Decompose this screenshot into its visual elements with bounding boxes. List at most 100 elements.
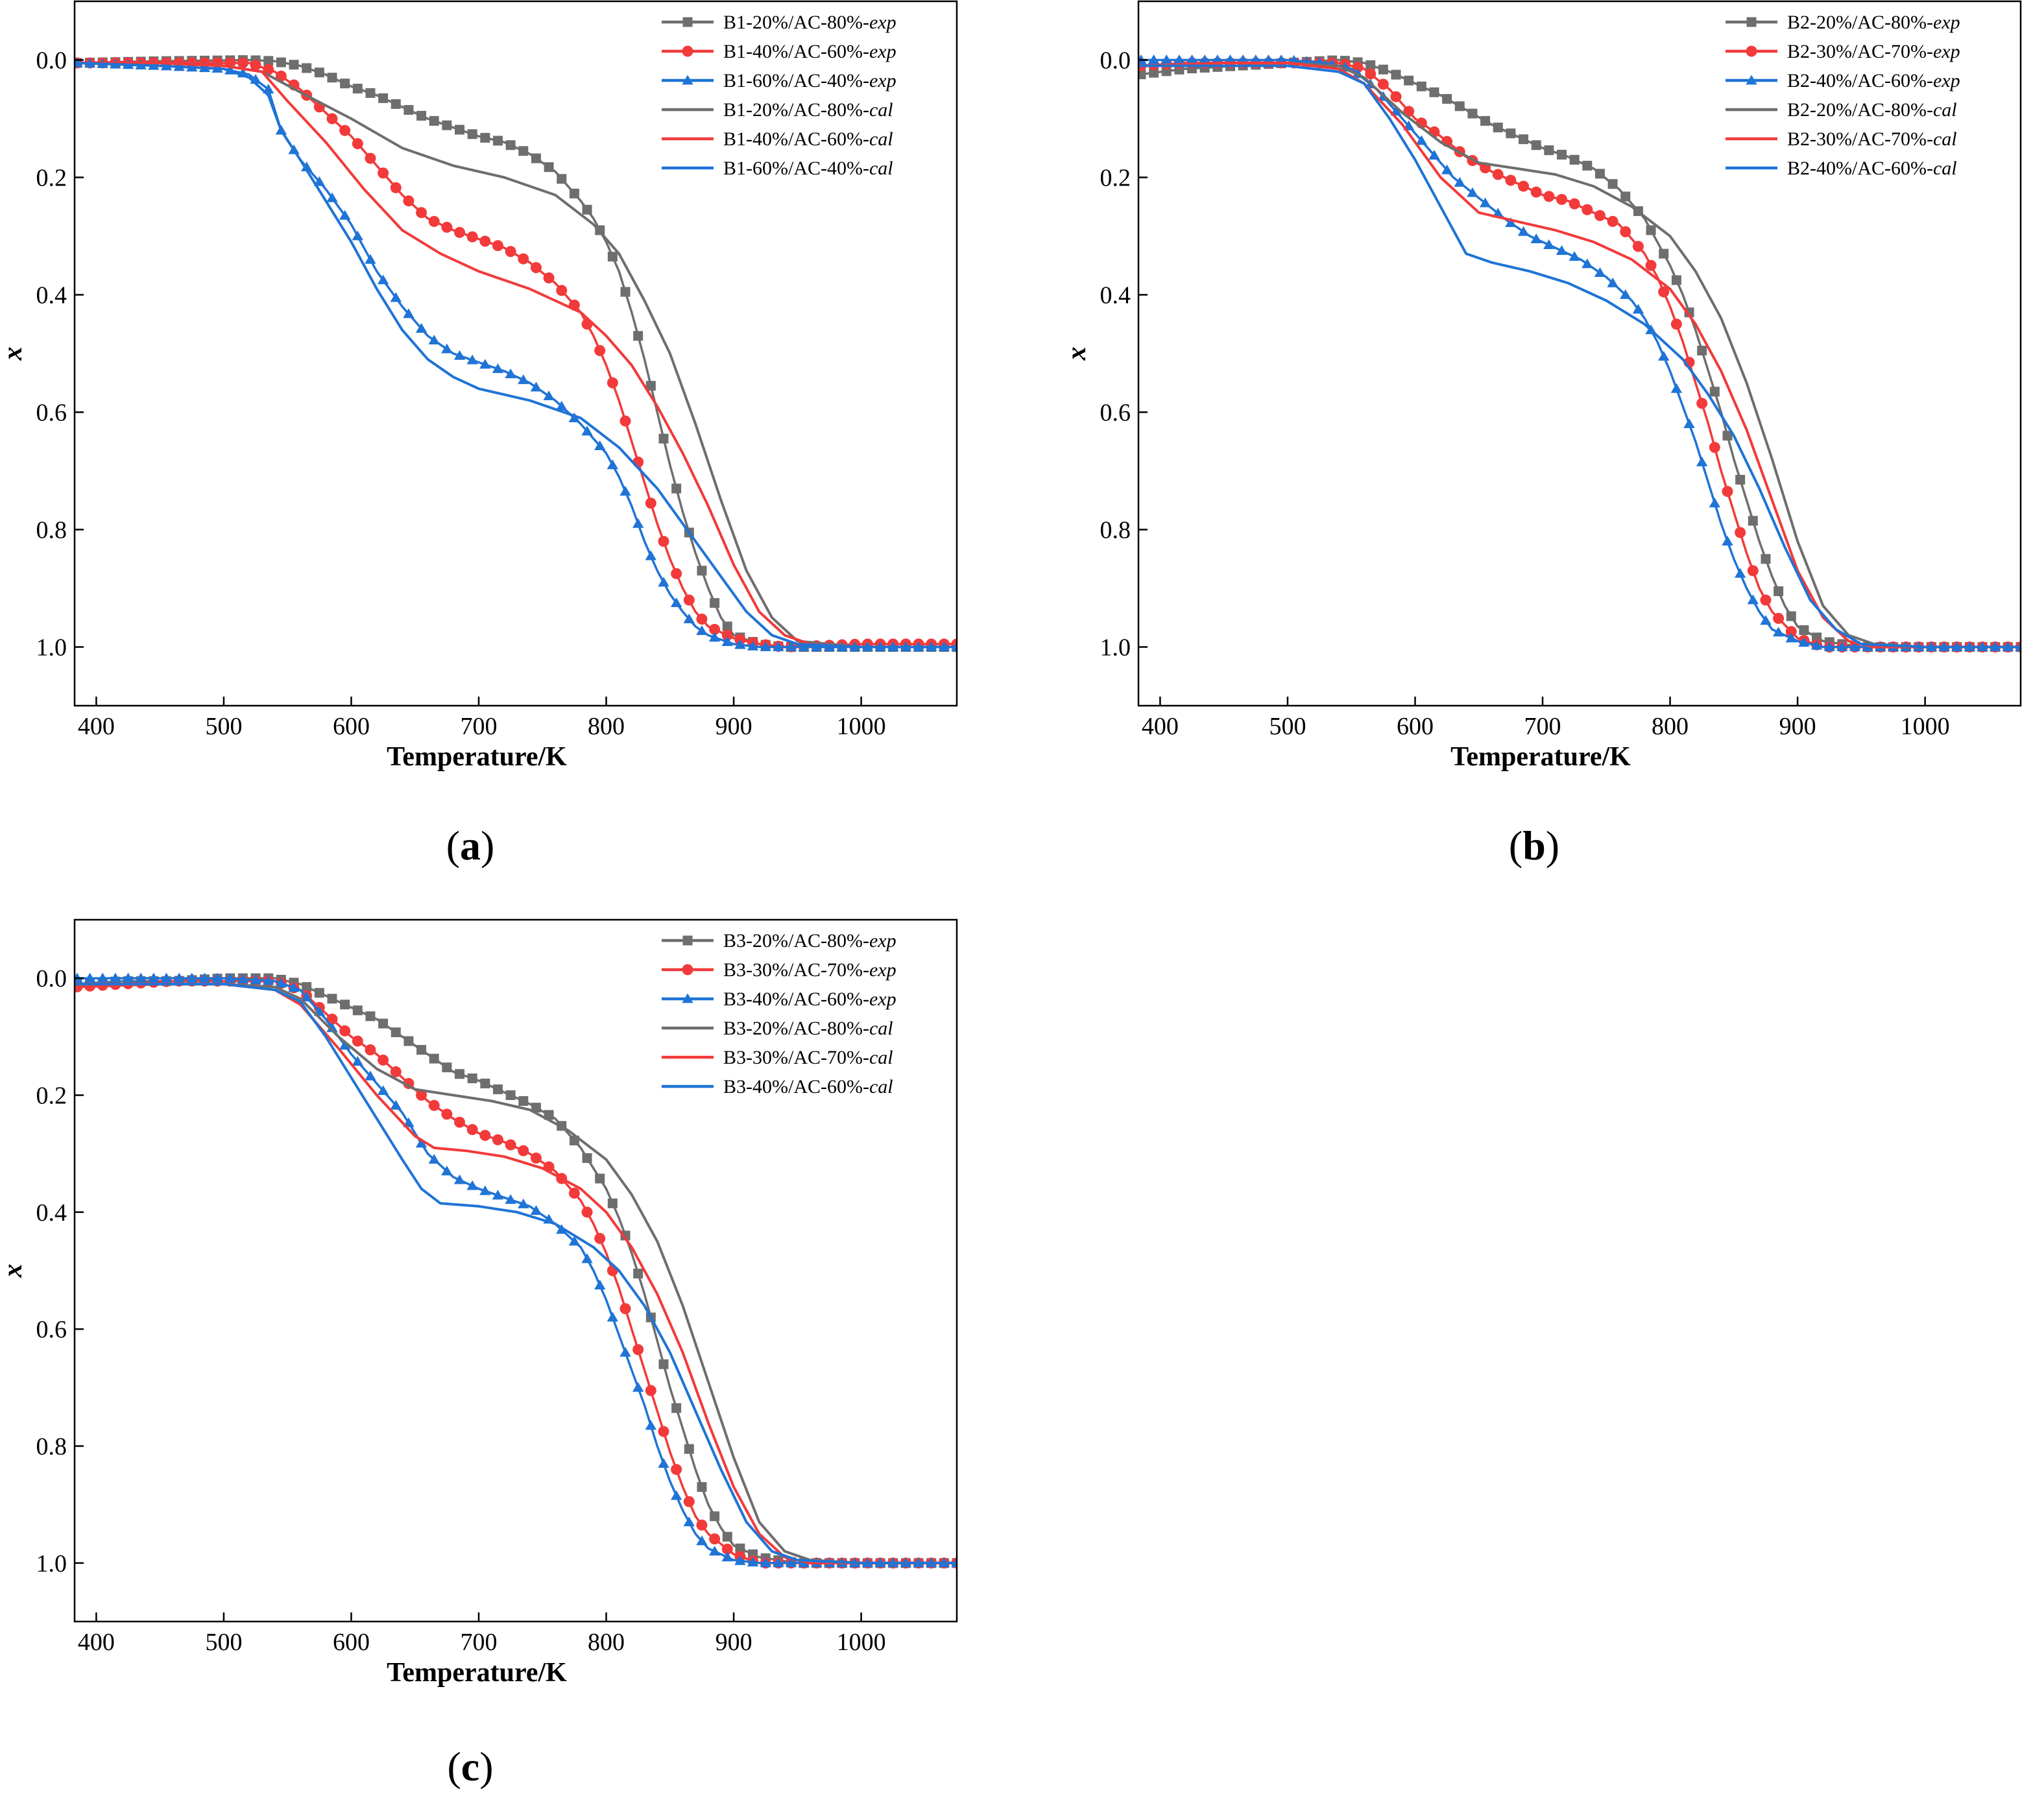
data-point-a-0 [658, 433, 669, 444]
data-point-a-1 [365, 152, 376, 164]
data-point-a-1 [428, 215, 440, 227]
data-point-b-0 [1467, 108, 1478, 119]
data-point-b-0 [1416, 81, 1426, 91]
data-point-c-2 [607, 1311, 619, 1322]
data-point-c-1 [352, 1035, 363, 1047]
y-axis-title: x [0, 1264, 28, 1278]
data-point-c-0 [531, 1103, 541, 1113]
data-point-a-0 [455, 125, 465, 135]
data-point-a-2 [607, 459, 619, 470]
data-point-a-1 [275, 70, 287, 82]
data-point-a-2 [747, 640, 759, 651]
data-point-a-0 [416, 110, 427, 121]
data-point-b-0 [1569, 154, 1580, 165]
data-point-b-1 [1543, 191, 1555, 202]
data-point-a-1 [518, 253, 529, 265]
legend-entry: B1-40%/AC-60%-cal [723, 128, 893, 150]
series-line-a-1 [75, 62, 957, 649]
data-point-c-0 [633, 1269, 644, 1279]
panel-label: (c) [447, 1743, 493, 1790]
data-point-b-2 [1696, 456, 1708, 466]
data-point-b-0 [1506, 128, 1516, 139]
data-point-c-2 [518, 1198, 529, 1208]
legend: B2-20%/AC-80%-exp B2-30%/AC-70%-exp B2-40%… [1726, 12, 1960, 179]
legend-entry: B3-30%/AC-70%-exp [723, 959, 896, 981]
data-point-b-2 [1428, 150, 1440, 160]
data-point-c-1 [326, 1013, 338, 1025]
data-point-a-1 [339, 125, 351, 136]
data-point-a-2 [670, 597, 682, 608]
data-point-c-0 [442, 1062, 452, 1073]
x-tick-label: 500 [1269, 713, 1306, 740]
data-point-c-2 [696, 1535, 708, 1546]
x-tick-label: 500 [205, 1629, 242, 1656]
data-point-c-1 [696, 1519, 708, 1531]
y-tick-label: 0.4 [36, 1199, 67, 1227]
data-point-c-0 [391, 1027, 401, 1038]
data-point-b-0 [1404, 75, 1414, 86]
data-point-a-2 [518, 374, 529, 385]
data-point-a-1 [658, 536, 669, 547]
series-c-4 [75, 983, 957, 1564]
series-line-a-2 [75, 62, 957, 649]
data-point-b-1 [1670, 318, 1682, 330]
data-point-c-2 [97, 972, 108, 983]
data-point-a-1 [250, 59, 261, 71]
data-point-b-0 [1594, 169, 1605, 179]
legend-entry: B1-20%/AC-80%-exp [723, 12, 896, 33]
data-point-a-2 [313, 176, 326, 186]
data-point-b-2 [1467, 187, 1478, 197]
data-point-a-0 [289, 60, 299, 70]
data-point-c-2 [415, 1138, 427, 1148]
data-point-a-2 [632, 518, 644, 528]
data-point-a-2 [300, 162, 313, 172]
y-tick-label: 0.8 [1100, 517, 1131, 544]
data-point-a-2 [620, 486, 631, 496]
data-point-b-2 [1709, 497, 1721, 508]
y-tick-label: 0.4 [1100, 282, 1131, 309]
data-point-b-1 [1785, 626, 1797, 638]
data-point-a-2 [339, 210, 351, 220]
data-point-c-2 [173, 972, 185, 983]
data-point-c-2 [377, 1085, 389, 1096]
data-point-a-0 [557, 174, 567, 184]
data-point-b-1 [1773, 612, 1785, 624]
data-point-a-0 [671, 483, 682, 494]
data-point-c-1 [645, 1385, 656, 1396]
data-point-c-1 [632, 1344, 644, 1356]
data-point-a-1 [466, 231, 478, 243]
y-tick-label: 1.0 [1100, 634, 1131, 662]
data-point-b-0 [1671, 275, 1681, 285]
data-point-c-2 [453, 1174, 466, 1184]
legend-marker [1746, 75, 1757, 85]
data-point-c-2 [581, 1253, 593, 1263]
plot-frame [73, 918, 958, 1623]
x-tick-label: 400 [78, 1629, 115, 1656]
data-point-b-1 [1352, 62, 1364, 73]
y-tick-label: 0.6 [36, 1316, 67, 1343]
data-point-c-1 [568, 1188, 580, 1199]
data-point-c-2 [300, 991, 313, 1001]
data-point-a-0 [340, 78, 350, 89]
data-point-b-2 [1161, 54, 1172, 64]
data-point-a-1 [721, 629, 733, 641]
data-point-a-1 [492, 240, 503, 252]
chart-panel-a: 400 500 600 700 800 900 1000 0.0 0.2 0.4 0.6 0.8 1.0… [0, 0, 958, 868]
data-point-c-2 [110, 972, 121, 983]
data-point-c-0 [302, 982, 312, 992]
data-point-a-1 [594, 344, 606, 356]
legend-marker [682, 75, 693, 85]
data-point-b-2 [1415, 135, 1428, 145]
y-tick-label: 0.0 [36, 965, 67, 992]
data-point-c-2 [198, 972, 211, 983]
data-point-c-0 [710, 1511, 720, 1522]
data-point-a-0 [263, 56, 274, 66]
data-point-a-1 [620, 415, 631, 427]
chart-panel-b: 400 500 600 700 800 900 1000 0.0 0.2 0.4 0.6 0.8 1.0… [1062, 0, 2022, 868]
data-point-a-0 [710, 598, 720, 608]
data-point-a-2 [492, 363, 504, 374]
data-point-a-1 [352, 138, 363, 149]
series-b-5 [1138, 64, 2021, 649]
data-point-b-0 [1774, 586, 1784, 597]
data-point-c-0 [480, 1078, 490, 1088]
